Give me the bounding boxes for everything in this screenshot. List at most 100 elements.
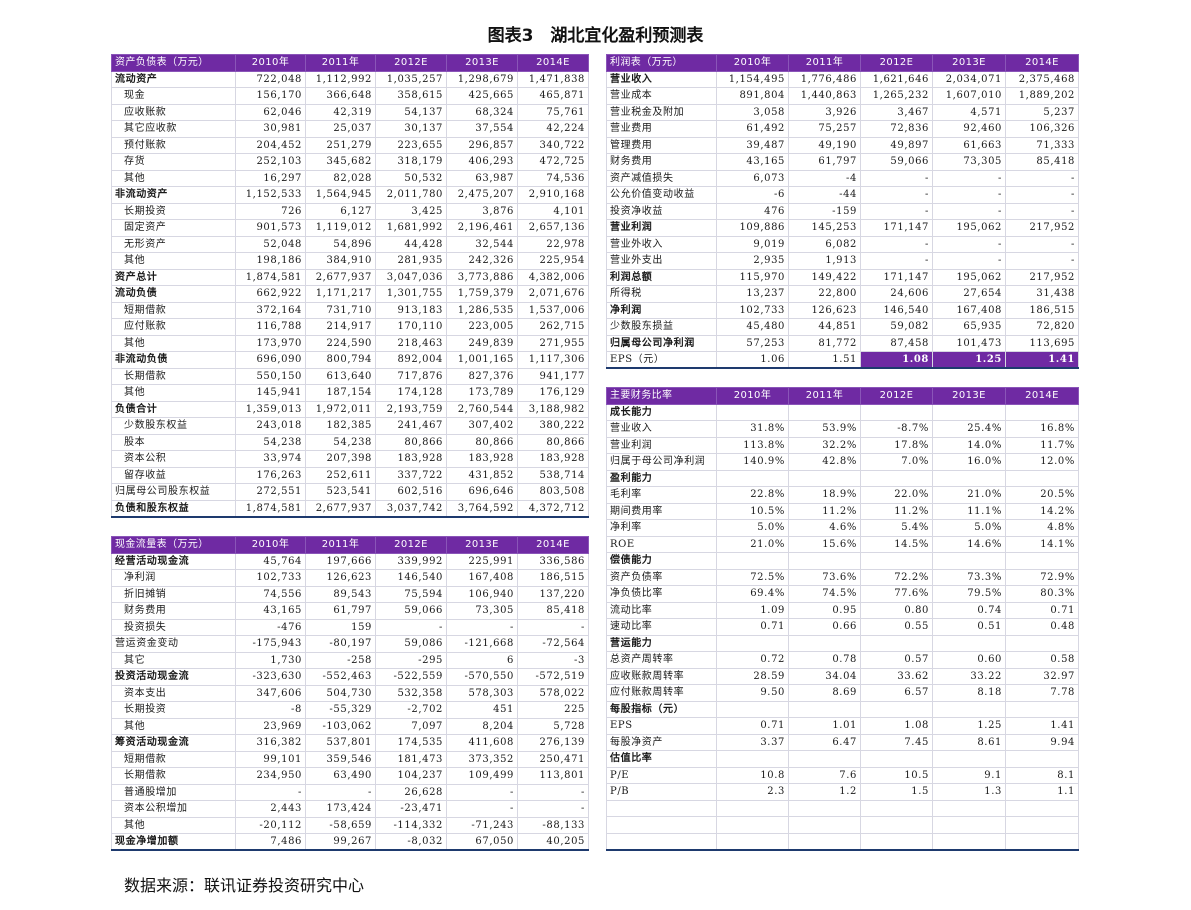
value-cell: -295	[375, 651, 447, 669]
column-header: 2012E	[375, 54, 447, 72]
value-cell: 2,657,136	[517, 219, 589, 237]
value-cell: 61,663	[932, 136, 1006, 154]
value-cell: 73,305	[446, 602, 518, 620]
value-cell: 145,253	[788, 219, 861, 237]
value-cell: -	[1005, 252, 1079, 270]
value-cell: 225,991	[446, 552, 518, 570]
cash-flow-table: 现金流量表（万元） 2010年 2011年 2012E 2013E 2014E 经营活动现金…	[111, 536, 589, 851]
value-cell: -	[860, 169, 933, 187]
table-row: 现金 156,170 366,648 358,615 425,665 465,871	[111, 87, 589, 105]
row-label	[606, 816, 717, 834]
value-cell: 61,797	[788, 153, 861, 171]
column-header: 2013E	[446, 54, 518, 72]
value-cell: 214,917	[305, 318, 376, 336]
value-cell: 800,794	[305, 351, 376, 369]
table-row: 营运资金变动 -175,943 -80,197 59,086 -121,668 -72,5…	[111, 635, 589, 653]
value-cell	[716, 403, 789, 421]
table-row: 营业外收入 9,019 6,082- - -	[606, 235, 1079, 253]
row-label: 管理费用	[606, 136, 717, 154]
value-cell: 109,499	[446, 767, 518, 785]
value-cell: 451	[446, 701, 518, 719]
value-cell: 234,950	[235, 767, 306, 785]
row-label: 速动比率	[606, 618, 717, 636]
value-cell: 504,730	[305, 684, 376, 702]
value-cell: 892,004	[375, 351, 447, 369]
value-cell: 251,279	[305, 136, 376, 154]
row-label: 财务费用	[111, 602, 236, 620]
value-cell: 79.5%	[932, 585, 1006, 603]
value-cell: 89,543	[305, 585, 376, 603]
table-title-cell: 主要财务比率	[606, 387, 717, 405]
value-cell: 3,058	[716, 103, 789, 121]
value-cell: 59,066	[860, 153, 933, 171]
value-cell	[788, 469, 861, 487]
value-cell: -23,471	[375, 800, 447, 818]
value-cell: -522,559	[375, 668, 447, 686]
value-cell: 532,358	[375, 684, 447, 702]
table-row: 现金净增加额 7,486 99,267 -8,032 67,050 40,205	[111, 833, 589, 851]
table-row: 财务费用 43,165 61,797 59,066 73,305 85,418	[111, 602, 589, 620]
column-header: 2014E	[517, 54, 589, 72]
value-cell: 345,682	[305, 153, 376, 171]
row-label: 成长能力	[606, 403, 717, 421]
value-cell: 8.1	[1005, 766, 1079, 784]
value-cell: 662,922	[235, 285, 306, 303]
value-cell: 16.0%	[932, 453, 1006, 471]
table-row: 利润总额 115,970 149,422 171,147 195,062 217,952	[606, 268, 1079, 286]
value-cell: 11.7%	[1005, 436, 1079, 454]
value-cell: -80,197	[305, 635, 376, 653]
value-cell: 217,952	[1005, 268, 1079, 286]
value-cell: 0.58	[1005, 651, 1079, 669]
table-row: 少数股东权益 243,018 182,385 241,467 307,402 380,22…	[111, 417, 589, 435]
value-cell: 80.3%	[1005, 585, 1079, 603]
value-cell: -	[932, 235, 1006, 253]
value-cell: 69.4%	[716, 585, 789, 603]
value-cell: 1,972,011	[305, 400, 376, 418]
value-cell: 74.5%	[788, 585, 861, 603]
value-cell: 81,772	[788, 334, 861, 352]
value-cell: -	[932, 252, 1006, 270]
row-label: 预付账款	[111, 136, 236, 154]
value-cell	[716, 552, 789, 570]
value-cell: 1.51	[788, 351, 861, 369]
value-cell: 18.9%	[788, 486, 861, 504]
value-cell: 9.50	[716, 684, 789, 702]
table-row: 少数股东损益 45,480 44,851 59,082 65,935 72,820	[606, 318, 1079, 336]
value-cell	[860, 634, 933, 652]
value-cell: -570,550	[446, 668, 518, 686]
value-cell: 223,005	[446, 318, 518, 336]
value-cell: 43,165	[716, 153, 789, 171]
value-cell: 1.09	[716, 601, 789, 619]
value-cell: 72.9%	[1005, 568, 1079, 586]
table-row: 存货 252,103 345,682 318,179 406,293 472,725	[111, 153, 589, 171]
value-cell: 249,839	[446, 334, 518, 352]
value-cell: 181,473	[375, 750, 447, 768]
value-cell	[860, 799, 933, 817]
value-cell	[860, 403, 933, 421]
value-cell	[1005, 832, 1079, 851]
table-row: 筹资活动现金流 316,382 537,801 174,535 411,608 276,1…	[111, 734, 589, 752]
table-row: 每股净资产 3.37 6.47 7.45 8.61 9.94	[606, 733, 1079, 751]
row-label: P/B	[606, 783, 717, 801]
value-cell: 366,648	[305, 87, 376, 105]
row-label: 营业税金及附加	[606, 103, 717, 121]
value-cell: 126,623	[788, 301, 861, 319]
row-label: 资产总计	[111, 268, 236, 286]
value-cell: 1,440,863	[788, 87, 861, 105]
value-cell: 0.71	[716, 618, 789, 636]
value-cell: 195,062	[932, 268, 1006, 286]
value-cell: 63,987	[446, 169, 518, 187]
row-label: 营业利润	[606, 219, 717, 237]
row-label: 投资损失	[111, 618, 236, 636]
value-cell	[788, 403, 861, 421]
row-label: 投资净收益	[606, 202, 717, 220]
row-label: 资本支出	[111, 684, 236, 702]
row-label: 营业成本	[606, 87, 717, 105]
table-row: 归属于母公司净利润 140.9% 42.8% 7.0% 16.0% 12.0%	[606, 453, 1079, 471]
row-label: 营业费用	[606, 120, 717, 138]
table-row: 应付账款周转率 9.50 8.69 6.57 8.18 7.78	[606, 684, 1079, 702]
table-row: 资本公积增加 2,443 173,424 -23,471- -	[111, 800, 589, 818]
table-row: 净利润 102,733 126,623 146,540 167,408 186,515	[606, 301, 1079, 319]
value-cell: 578,303	[446, 684, 518, 702]
value-cell: 1,537,006	[517, 301, 589, 319]
